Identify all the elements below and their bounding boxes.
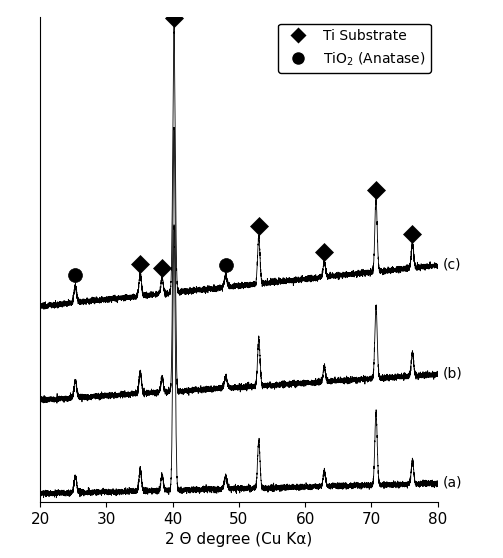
Text: (b): (b) bbox=[443, 367, 463, 381]
Text: (a): (a) bbox=[443, 475, 462, 489]
Text: (c): (c) bbox=[443, 258, 461, 272]
Legend: Ti Substrate, TiO$_2$ (Anatase): Ti Substrate, TiO$_2$ (Anatase) bbox=[278, 23, 431, 73]
X-axis label: 2 Θ degree (Cu Kα): 2 Θ degree (Cu Kα) bbox=[165, 532, 312, 547]
